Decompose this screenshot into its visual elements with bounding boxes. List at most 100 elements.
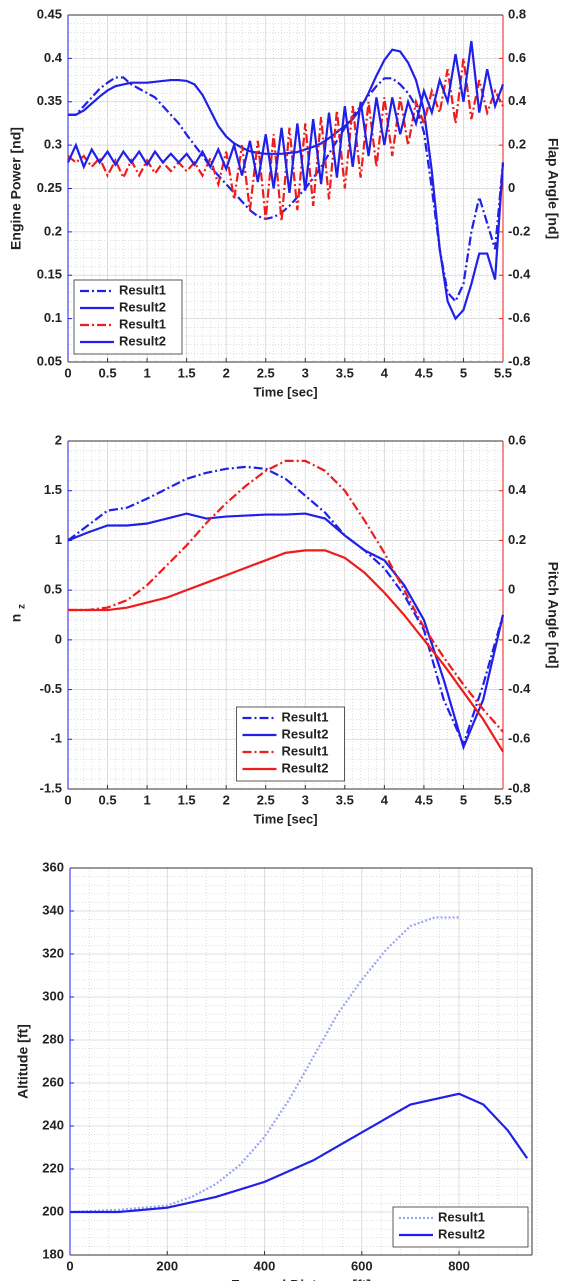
y2-axis-label-group: Pitch Angle [nd] xyxy=(545,562,561,669)
y2-tick-label: 0.2 xyxy=(508,532,526,547)
y-axis-label: Engine Power [nd] xyxy=(8,127,24,250)
x-tick-label: 5.5 xyxy=(494,792,512,807)
x-tick-label: 2.5 xyxy=(257,365,275,380)
y-tick-label: 0.45 xyxy=(37,6,62,21)
y-tick-label: 240 xyxy=(42,1117,64,1132)
y-tick-label: 0.2 xyxy=(44,223,62,238)
x-axis-label: Time [sec] xyxy=(253,384,317,399)
y-tick-label: 0 xyxy=(55,631,62,646)
x-tick-label: 5.5 xyxy=(494,365,512,380)
y2-tick-label: -0.8 xyxy=(508,353,530,368)
x-tick-label: 3.5 xyxy=(336,365,354,380)
y-tick-label: 0.5 xyxy=(44,582,62,597)
x-tick-label: 4 xyxy=(381,792,389,807)
y-axis-label: Altitude [ft] xyxy=(15,1024,31,1099)
y2-tick-label: 0.4 xyxy=(508,482,527,497)
x-tick-label: 0.5 xyxy=(99,792,117,807)
y-tick-label: 260 xyxy=(42,1074,64,1089)
y2-tick-label: -0.6 xyxy=(508,310,530,325)
plot-area xyxy=(70,868,532,1255)
x-tick-label: 0 xyxy=(64,365,71,380)
y-tick-label: 0.35 xyxy=(37,93,62,108)
y-tick-label: 0.1 xyxy=(44,310,62,325)
x-tick-label: 3 xyxy=(302,792,309,807)
y2-axis-label: Flap Angle [nd] xyxy=(545,138,561,239)
x-tick-label: 2.5 xyxy=(257,792,275,807)
y-tick-label: 340 xyxy=(42,902,64,917)
y-tick-label: 220 xyxy=(42,1160,64,1175)
y-tick-label: -0.5 xyxy=(40,681,62,696)
series-line xyxy=(67,58,504,222)
x-tick-label: 0 xyxy=(66,1258,73,1273)
series-line xyxy=(69,916,460,1214)
x-tick-label: 0 xyxy=(64,792,71,807)
y-tick-label: 200 xyxy=(42,1203,64,1218)
y2-tick-label: 0.6 xyxy=(508,50,526,65)
y-tick-label: -1 xyxy=(50,731,62,746)
y-tick-label: 320 xyxy=(42,945,64,960)
x-tick-label: 4.5 xyxy=(415,792,433,807)
y-axis-label-group: nz xyxy=(8,604,28,622)
y2-axis-label-group: Flap Angle [nd] xyxy=(545,138,561,239)
y-axis-label-group: Altitude [ft] xyxy=(15,1024,31,1099)
legend-label: Result1 xyxy=(119,282,166,297)
legend-box xyxy=(392,1206,529,1248)
x-tick-label: 1.5 xyxy=(178,792,196,807)
y-axis-label-group: Engine Power [nd] xyxy=(8,127,24,250)
x-tick-label: 2 xyxy=(223,792,230,807)
x-tick-label: 5 xyxy=(460,792,467,807)
y2-tick-label: 0.2 xyxy=(508,137,526,152)
y-axis-label-subscript: z xyxy=(17,604,28,609)
y-tick-label: 2 xyxy=(55,432,62,447)
y2-tick-label: 0.8 xyxy=(508,6,526,21)
x-tick-label: 800 xyxy=(448,1258,470,1273)
series-line xyxy=(67,512,505,751)
x-tick-label: 3.5 xyxy=(336,792,354,807)
y2-axis-label: Pitch Angle [nd] xyxy=(545,562,561,669)
x-tick-label: 1 xyxy=(143,365,150,380)
y-tick-label: 280 xyxy=(42,1031,64,1046)
series-line xyxy=(70,1092,529,1214)
legend-label: Result2 xyxy=(119,333,166,348)
x-axis-label: Forward Distance [ft] xyxy=(231,1277,371,1281)
y-tick-label: 360 xyxy=(42,859,64,874)
y2-tick-label: -0.6 xyxy=(508,731,530,746)
x-tick-label: 400 xyxy=(254,1258,276,1273)
y-tick-label: 0.15 xyxy=(37,267,62,282)
x-tick-label: 600 xyxy=(351,1258,373,1273)
legend-label: Result1 xyxy=(119,316,166,331)
legend-label: Result2 xyxy=(438,1226,485,1241)
y-tick-label: 0.3 xyxy=(44,137,62,152)
y-axis-label: n xyxy=(8,614,24,623)
y-tick-label: 0.4 xyxy=(44,50,63,65)
legend-label: Result2 xyxy=(282,760,329,775)
x-tick-label: 5 xyxy=(460,365,467,380)
y2-tick-label: -0.4 xyxy=(508,681,531,696)
y-tick-label: 300 xyxy=(42,988,64,1003)
y2-tick-label: 0 xyxy=(508,582,515,597)
y2-tick-label: -0.2 xyxy=(508,631,530,646)
x-tick-label: 0.5 xyxy=(99,365,117,380)
x-axis-label: Time [sec] xyxy=(253,811,317,826)
x-tick-label: 200 xyxy=(156,1258,178,1273)
series-line xyxy=(68,549,504,753)
y-tick-label: 0.25 xyxy=(37,180,62,195)
x-tick-label: 2 xyxy=(223,365,230,380)
x-tick-label: 4 xyxy=(381,365,389,380)
x-tick-label: 4.5 xyxy=(415,365,433,380)
y2-tick-label: 0.4 xyxy=(508,93,527,108)
series-line xyxy=(68,76,505,304)
series-line xyxy=(66,40,505,193)
series-line xyxy=(68,459,504,733)
legend-label: Result2 xyxy=(119,299,166,314)
y-tick-label: 1.5 xyxy=(44,482,62,497)
y-tick-label: -1.5 xyxy=(40,780,62,795)
y2-tick-label: -0.4 xyxy=(508,267,531,282)
y-tick-label: 180 xyxy=(42,1246,64,1261)
series-line xyxy=(67,465,505,748)
y-tick-label: 1 xyxy=(55,532,62,547)
y2-tick-label: 0.6 xyxy=(508,432,526,447)
x-tick-label: 1 xyxy=(143,792,150,807)
x-tick-label: 1.5 xyxy=(178,365,196,380)
